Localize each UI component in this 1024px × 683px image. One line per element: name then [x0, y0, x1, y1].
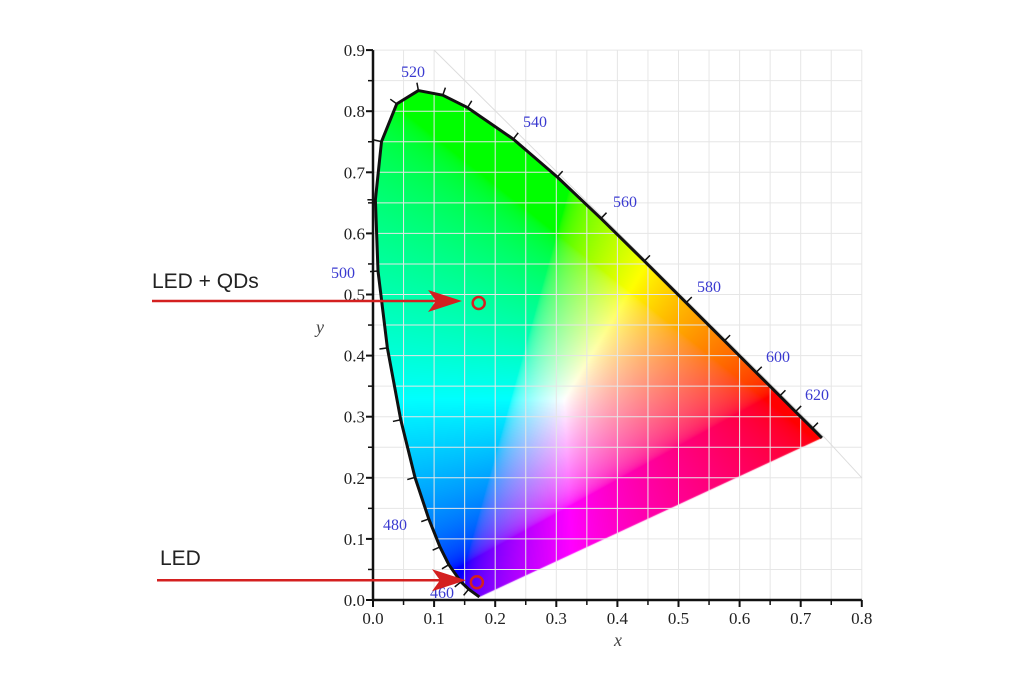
x-tick-label: 0.2 — [485, 609, 506, 628]
x-tick-label: 0.1 — [423, 609, 444, 628]
locus-tick — [466, 100, 473, 108]
spectral-locus — [373, 89, 823, 599]
locus-tick — [392, 419, 401, 423]
locus-tick — [463, 588, 470, 596]
x-axis-label: x — [613, 630, 622, 650]
y-tick-label: 0.4 — [344, 347, 366, 366]
y-tick-label: 0.9 — [344, 41, 365, 60]
x-tick-label: 0.7 — [790, 609, 812, 628]
locus-tick — [407, 476, 416, 481]
locus-tick — [389, 98, 398, 105]
wavelength-label-580: 580 — [697, 279, 721, 296]
wavelength-label-600: 600 — [766, 349, 790, 366]
data-point-marker — [469, 575, 485, 590]
wavelength-label-560: 560 — [613, 194, 637, 211]
x-tick-label: 0.5 — [668, 609, 689, 628]
locus-tick — [723, 334, 731, 342]
wavelength-label-500: 500 — [331, 265, 355, 282]
locus-tick — [379, 347, 388, 350]
locus-tick — [421, 518, 430, 523]
wavelength-label-480: 480 — [383, 517, 407, 534]
locus-tick — [685, 296, 693, 304]
locus-tick — [416, 82, 420, 91]
locus-tick — [755, 366, 763, 373]
y-tick-label: 0.7 — [344, 163, 366, 182]
y-tick-label: 0.5 — [344, 286, 365, 305]
wavelength-label-520: 520 — [401, 64, 425, 81]
arrow-head — [432, 569, 466, 592]
locus-tick — [512, 132, 519, 140]
locus-tick — [556, 170, 564, 178]
y-tick-label: 0.8 — [344, 102, 365, 121]
arrow-head — [428, 290, 462, 313]
wavelength-label-620: 620 — [805, 387, 829, 404]
y-tick-label: 0.6 — [344, 224, 365, 243]
locus-tick — [441, 564, 450, 570]
y-tick-label: 0.3 — [344, 408, 365, 427]
locus-tick — [794, 405, 802, 413]
data-point-marker — [471, 295, 486, 311]
locus-tick — [442, 87, 447, 96]
y-tick-label: 0.0 — [344, 591, 365, 610]
locus-tick — [432, 546, 441, 551]
x-tick-label: 0.0 — [362, 609, 383, 628]
y-tick-label: 0.1 — [344, 530, 365, 549]
locus-tick — [600, 212, 608, 219]
locus-tick — [811, 422, 819, 429]
perspective-line — [433, 49, 863, 479]
locus-tick — [643, 254, 651, 262]
x-tick-label: 0.6 — [729, 609, 750, 628]
y-tick-label: 0.2 — [344, 469, 365, 488]
wavelength-label-540: 540 — [523, 114, 547, 131]
x-tick-label: 0.4 — [607, 609, 629, 628]
locus-tick — [454, 581, 462, 588]
locus-tick — [373, 139, 382, 143]
led-qds-label: LED + QDs — [152, 270, 259, 293]
y-axis-label: y — [314, 317, 324, 337]
led-label: LED — [160, 547, 201, 570]
locus-tick — [779, 389, 786, 397]
x-tick-label: 0.3 — [546, 609, 567, 628]
x-tick-label: 0.8 — [851, 609, 872, 628]
